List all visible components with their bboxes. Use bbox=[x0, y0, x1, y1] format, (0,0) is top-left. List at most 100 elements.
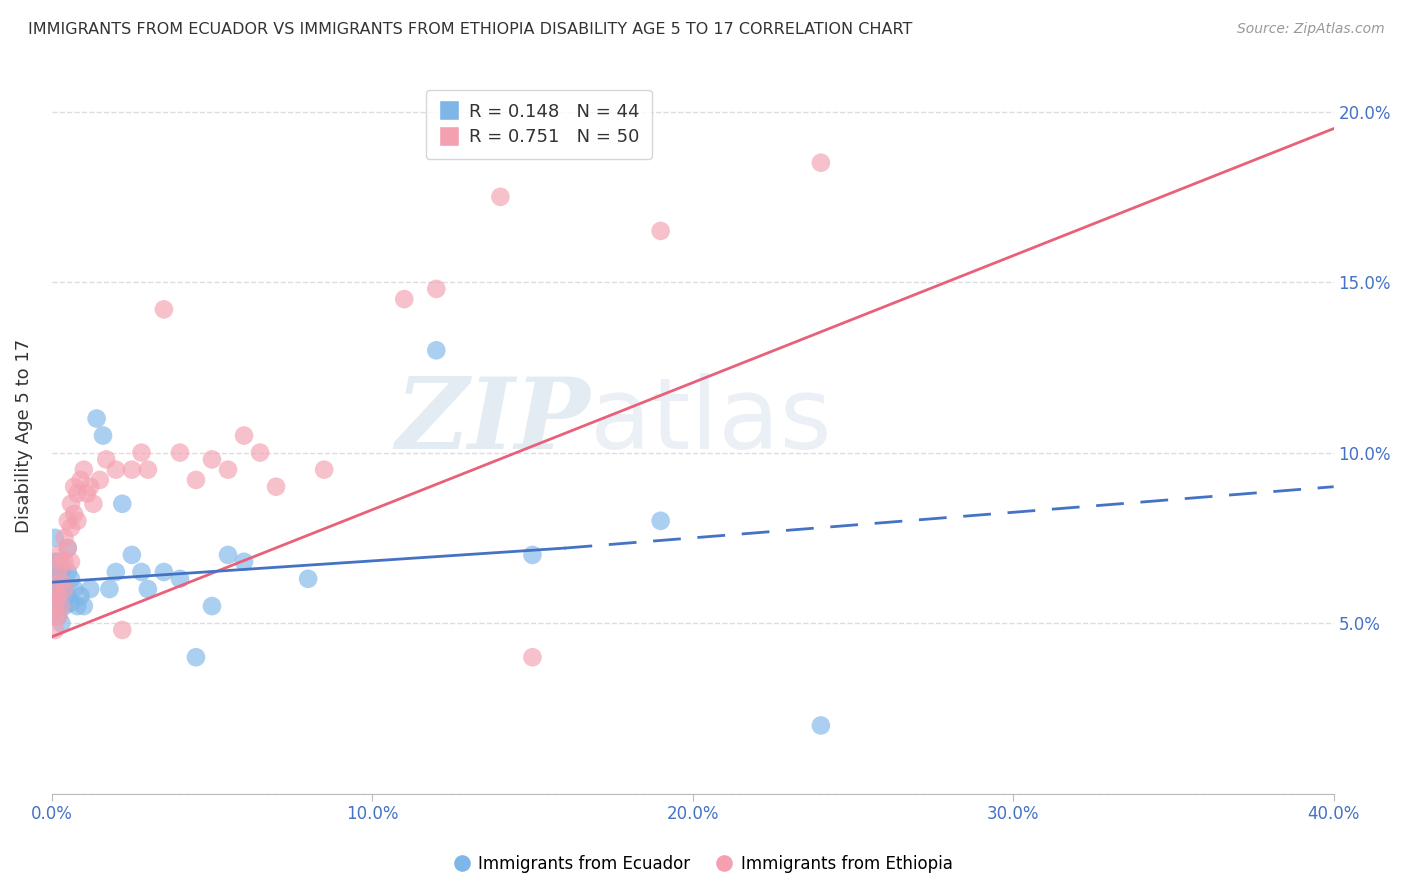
Point bbox=[79, 480, 101, 494]
Point bbox=[650, 514, 672, 528]
Point bbox=[46, 589, 69, 603]
Point bbox=[184, 473, 207, 487]
Point bbox=[66, 486, 89, 500]
Text: Source: ZipAtlas.com: Source: ZipAtlas.com bbox=[1237, 22, 1385, 37]
Point bbox=[650, 224, 672, 238]
Point bbox=[51, 565, 73, 579]
Point bbox=[56, 541, 79, 555]
Point bbox=[89, 473, 111, 487]
Point bbox=[53, 531, 76, 545]
Point bbox=[314, 463, 336, 477]
Point bbox=[810, 155, 832, 169]
Point bbox=[66, 514, 89, 528]
Point bbox=[73, 463, 96, 477]
Text: atlas: atlas bbox=[591, 373, 832, 470]
Point bbox=[56, 565, 79, 579]
Point bbox=[73, 599, 96, 613]
Point bbox=[44, 582, 66, 596]
Point bbox=[51, 575, 73, 590]
Point bbox=[217, 548, 239, 562]
Point bbox=[44, 623, 66, 637]
Point bbox=[44, 555, 66, 569]
Point bbox=[522, 548, 544, 562]
Point bbox=[53, 582, 76, 596]
Legend: R = 0.148   N = 44, R = 0.751   N = 50: R = 0.148 N = 44, R = 0.751 N = 50 bbox=[426, 90, 652, 159]
Point bbox=[104, 565, 127, 579]
Text: IMMIGRANTS FROM ECUADOR VS IMMIGRANTS FROM ETHIOPIA DISABILITY AGE 5 TO 17 CORRE: IMMIGRANTS FROM ECUADOR VS IMMIGRANTS FR… bbox=[28, 22, 912, 37]
Point bbox=[59, 555, 82, 569]
Point bbox=[153, 565, 176, 579]
Point bbox=[51, 599, 73, 613]
Point bbox=[233, 555, 256, 569]
Point bbox=[136, 463, 159, 477]
Point bbox=[63, 480, 86, 494]
Point bbox=[76, 486, 98, 500]
Point bbox=[53, 555, 76, 569]
Point bbox=[59, 572, 82, 586]
Point bbox=[201, 452, 224, 467]
Point bbox=[63, 507, 86, 521]
Point bbox=[44, 589, 66, 603]
Text: ZIP: ZIP bbox=[395, 373, 591, 469]
Point bbox=[201, 599, 224, 613]
Point bbox=[46, 555, 69, 569]
Point bbox=[522, 650, 544, 665]
Point bbox=[56, 541, 79, 555]
Point bbox=[104, 463, 127, 477]
Legend: Immigrants from Ecuador, Immigrants from Ethiopia: Immigrants from Ecuador, Immigrants from… bbox=[447, 848, 959, 880]
Point bbox=[59, 521, 82, 535]
Point bbox=[51, 616, 73, 631]
Point bbox=[46, 548, 69, 562]
Point bbox=[297, 572, 319, 586]
Point bbox=[264, 480, 287, 494]
Point bbox=[44, 596, 66, 610]
Y-axis label: Disability Age 5 to 17: Disability Age 5 to 17 bbox=[15, 338, 32, 533]
Point bbox=[51, 582, 73, 596]
Point bbox=[46, 609, 69, 624]
Point bbox=[82, 497, 104, 511]
Point bbox=[121, 548, 143, 562]
Point bbox=[79, 582, 101, 596]
Point bbox=[46, 599, 69, 613]
Point bbox=[46, 572, 69, 586]
Point bbox=[86, 411, 108, 425]
Point bbox=[46, 565, 69, 579]
Point bbox=[44, 572, 66, 586]
Point bbox=[53, 599, 76, 613]
Point bbox=[66, 599, 89, 613]
Point bbox=[169, 445, 191, 459]
Point bbox=[131, 445, 153, 459]
Point bbox=[489, 190, 512, 204]
Point bbox=[121, 463, 143, 477]
Point bbox=[249, 445, 271, 459]
Point bbox=[51, 555, 73, 569]
Point bbox=[59, 596, 82, 610]
Point bbox=[425, 282, 447, 296]
Point bbox=[98, 582, 121, 596]
Point bbox=[394, 292, 416, 306]
Point bbox=[111, 623, 134, 637]
Point bbox=[51, 599, 73, 613]
Point bbox=[810, 718, 832, 732]
Point bbox=[69, 589, 91, 603]
Point bbox=[169, 572, 191, 586]
Point bbox=[63, 582, 86, 596]
Point bbox=[217, 463, 239, 477]
Point bbox=[91, 428, 114, 442]
Point bbox=[44, 609, 66, 624]
Point bbox=[131, 565, 153, 579]
Point bbox=[425, 343, 447, 358]
Point bbox=[46, 589, 69, 603]
Point bbox=[56, 589, 79, 603]
Point bbox=[44, 531, 66, 545]
Point bbox=[69, 473, 91, 487]
Point bbox=[153, 302, 176, 317]
Point bbox=[56, 514, 79, 528]
Point bbox=[136, 582, 159, 596]
Point bbox=[59, 497, 82, 511]
Point bbox=[233, 428, 256, 442]
Point bbox=[53, 582, 76, 596]
Point bbox=[46, 609, 69, 624]
Point bbox=[96, 452, 118, 467]
Point bbox=[184, 650, 207, 665]
